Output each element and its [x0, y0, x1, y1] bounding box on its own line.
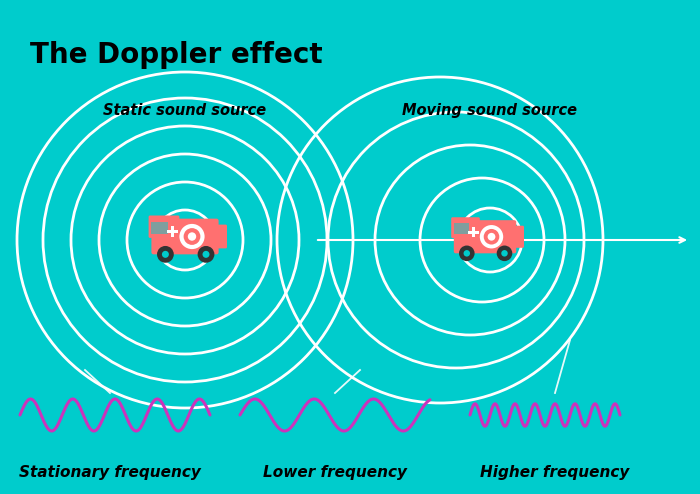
FancyBboxPatch shape	[151, 222, 168, 234]
Circle shape	[480, 225, 503, 248]
FancyBboxPatch shape	[454, 223, 470, 234]
Bar	[167, 230, 178, 233]
FancyBboxPatch shape	[510, 226, 524, 248]
Circle shape	[162, 251, 169, 258]
Circle shape	[183, 228, 200, 245]
Circle shape	[202, 251, 209, 258]
Circle shape	[197, 246, 214, 263]
Text: Moving sound source: Moving sound source	[402, 102, 578, 118]
Circle shape	[501, 250, 508, 256]
Circle shape	[484, 229, 499, 245]
Text: The Doppler effect: The Doppler effect	[30, 41, 323, 69]
Bar	[472, 227, 475, 238]
Bar	[171, 226, 174, 237]
Text: Stationary frequency: Stationary frequency	[19, 464, 201, 480]
FancyBboxPatch shape	[151, 219, 218, 254]
Text: Higher frequency: Higher frequency	[480, 464, 630, 480]
FancyBboxPatch shape	[452, 217, 480, 238]
FancyBboxPatch shape	[148, 215, 179, 238]
Circle shape	[497, 246, 512, 261]
Text: Static sound source: Static sound source	[104, 102, 267, 118]
Circle shape	[459, 246, 475, 261]
Circle shape	[488, 233, 496, 241]
Circle shape	[463, 250, 470, 256]
Text: Lower frequency: Lower frequency	[263, 464, 407, 480]
Bar	[468, 231, 479, 234]
FancyBboxPatch shape	[454, 220, 516, 253]
Circle shape	[157, 246, 174, 263]
Circle shape	[188, 232, 196, 241]
FancyBboxPatch shape	[211, 225, 227, 248]
Circle shape	[179, 224, 204, 249]
